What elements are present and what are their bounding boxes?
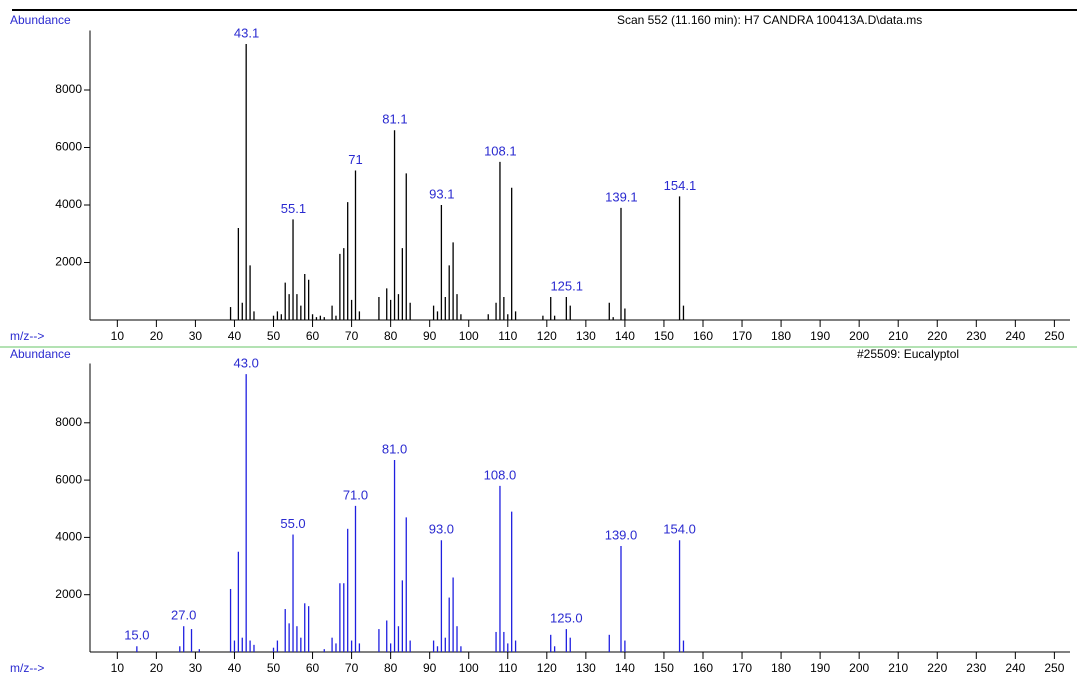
x-tick-label: 200 [849,329,869,343]
x-tick-label: 150 [654,661,674,675]
peak-label: 43.0 [234,356,259,371]
x-tick-label: 70 [345,329,359,343]
peak-label: 125.1 [550,278,583,293]
page: Abundance Scan 552 (11.160 min): H7 CANDR… [0,0,1077,680]
peak-label: 71 [348,152,362,167]
x-tick-label: 110 [498,661,517,675]
x-tick-label: 210 [888,661,908,675]
y-axis-label: Abundance [10,13,71,27]
peak-label: 108.1 [484,143,517,158]
y-tick-label: 2000 [55,255,82,269]
x-tick-label: 30 [189,661,203,675]
x-tick-label: 50 [267,661,281,675]
peak-label: 125.0 [550,611,583,626]
peak-label: 93.1 [429,186,454,201]
peak-label: 108.0 [484,467,517,482]
x-tick-label: 20 [150,661,164,675]
x-tick-label: 190 [810,329,830,343]
x-tick-label: 180 [771,661,791,675]
x-axis-label: m/z--> [10,329,44,343]
y-tick-label: 6000 [55,140,82,154]
x-tick-label: 140 [615,661,635,675]
y-tick-label: 8000 [55,415,82,429]
peak-label: 55.1 [281,201,306,216]
x-tick-label: 10 [111,661,125,675]
y-axis-label: Abundance [10,347,71,361]
peak-label: 81.1 [382,112,407,127]
y-tick-label: 6000 [55,472,82,486]
x-tick-label: 10 [111,329,125,343]
x-tick-label: 180 [771,329,791,343]
peak-label: 81.0 [382,441,407,456]
x-tick-label: 50 [267,329,281,343]
x-tick-label: 210 [888,329,908,343]
x-tick-label: 40 [228,661,242,675]
peak-label: 71.0 [343,487,368,502]
peak-label: 27.0 [171,608,196,623]
x-tick-label: 70 [345,661,359,675]
x-tick-label: 250 [1044,661,1064,675]
x-tick-label: 220 [927,329,947,343]
peak-label: 55.0 [280,516,305,531]
y-tick-label: 2000 [55,587,82,601]
peak-label: 43.1 [234,25,259,40]
x-tick-label: 240 [1005,329,1025,343]
peak-label: 139.1 [605,189,638,204]
x-tick-label: 200 [849,661,869,675]
x-tick-label: 230 [966,329,986,343]
x-tick-label: 170 [732,329,752,343]
y-tick-label: 4000 [55,530,82,544]
x-tick-label: 150 [654,329,674,343]
x-tick-label: 90 [423,329,437,343]
x-tick-label: 60 [306,329,320,343]
x-tick-label: 90 [423,661,437,675]
x-tick-label: 40 [228,329,242,343]
x-tick-label: 160 [693,329,713,343]
x-tick-label: 230 [966,661,986,675]
x-tick-label: 240 [1005,661,1025,675]
x-tick-label: 100 [459,661,479,675]
x-tick-label: 130 [576,661,596,675]
x-tick-label: 160 [693,661,713,675]
x-tick-label: 110 [498,329,517,343]
x-tick-label: 140 [615,329,635,343]
x-tick-label: 60 [306,661,320,675]
chart-title: Scan 552 (11.160 min): H7 CANDRA 100413A… [617,13,922,27]
x-tick-label: 190 [810,661,830,675]
x-tick-label: 20 [150,329,164,343]
peak-label: 154.1 [664,178,697,193]
x-tick-label: 100 [459,329,479,343]
x-tick-label: 130 [576,329,596,343]
x-tick-label: 220 [927,661,947,675]
peak-label: 93.0 [429,522,454,537]
x-tick-label: 170 [732,661,752,675]
x-tick-label: 120 [537,329,557,343]
peak-label: 139.0 [605,527,638,542]
x-tick-label: 120 [537,661,557,675]
x-tick-label: 80 [384,329,398,343]
x-tick-label: 250 [1044,329,1064,343]
y-tick-label: 8000 [55,82,82,96]
spectra: Abundance Scan 552 (11.160 min): H7 CANDR… [0,0,1077,680]
x-tick-label: 30 [189,329,203,343]
peak-label: 15.0 [124,628,149,643]
x-tick-label: 80 [384,661,398,675]
peak-label: 154.0 [663,522,696,537]
x-axis-label: m/z--> [10,661,44,675]
chart-title: #25509: Eucalyptol [857,347,959,361]
y-tick-label: 4000 [55,197,82,211]
